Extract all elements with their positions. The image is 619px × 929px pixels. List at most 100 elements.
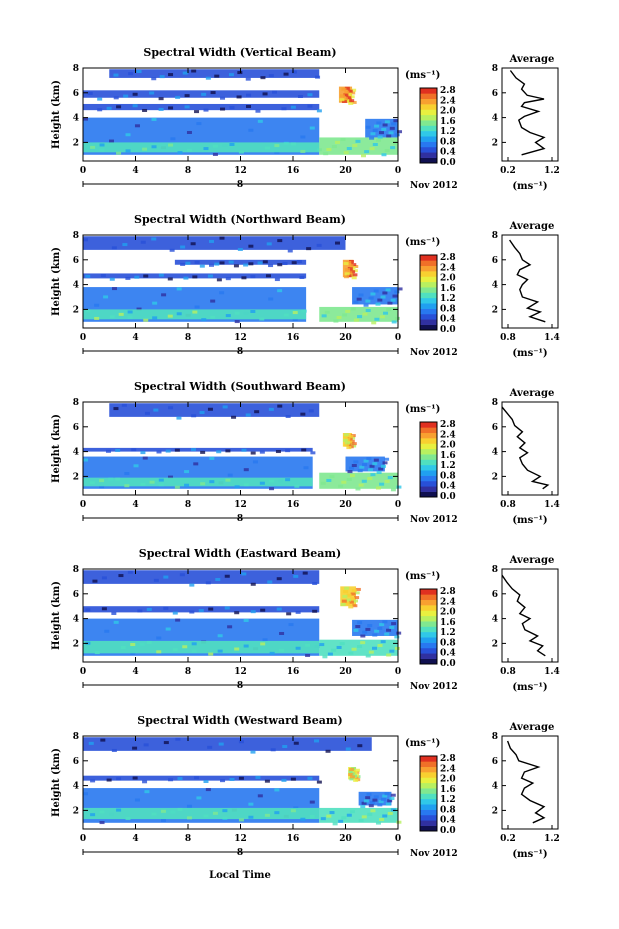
heat-cell	[365, 125, 371, 129]
heat-cell	[372, 142, 378, 146]
heat-cell	[345, 99, 351, 103]
heat-cell	[322, 655, 328, 659]
heat-layer-1	[83, 477, 313, 487]
x-tick-label: 0	[395, 333, 401, 343]
heat-cell	[124, 472, 130, 476]
heat-cell	[344, 86, 350, 90]
avg-x-label: (ms⁻¹)	[512, 348, 547, 359]
cbar-swatch	[420, 594, 437, 601]
heat-cell	[246, 105, 252, 109]
heat-cell	[132, 776, 138, 780]
heat-cell	[241, 572, 247, 576]
heat-cell	[327, 652, 333, 656]
heat-cell	[259, 481, 265, 485]
heat-cell	[360, 154, 366, 158]
heat-cell	[277, 289, 283, 293]
cbar-tick-label: 1.2	[440, 461, 456, 471]
heat-cell	[250, 750, 256, 754]
heat-cell	[92, 579, 98, 583]
heat-cell	[255, 109, 261, 113]
heat-cell	[215, 578, 221, 582]
heat-cell	[274, 788, 280, 792]
heat-cell	[282, 745, 288, 749]
x-tick-label: 8	[185, 834, 191, 844]
cbar-swatch	[420, 276, 437, 283]
heat-cell	[260, 642, 266, 646]
heat-cell	[357, 469, 363, 473]
avg-frame	[501, 568, 559, 663]
heat-cell	[384, 120, 390, 124]
heat-cell	[176, 287, 182, 291]
heat-cell	[168, 143, 174, 147]
heat-cell	[369, 464, 375, 468]
heat-cell	[306, 247, 312, 251]
cbar-unit: (ms⁻¹)	[405, 404, 440, 415]
heat-cell	[140, 482, 146, 486]
cbar-tick-label: 0.8	[440, 638, 456, 648]
cbar-swatch	[420, 766, 437, 773]
cbar-swatch	[420, 777, 437, 784]
heat-cell	[264, 146, 270, 150]
heat-cell	[97, 108, 103, 112]
heat-cell	[358, 483, 364, 487]
heat-cell	[338, 819, 344, 823]
heat-cell	[250, 582, 256, 586]
heat-cell	[191, 69, 197, 73]
heat-cell	[343, 262, 349, 266]
x-tick-label: 12	[234, 500, 247, 510]
cbar-swatch	[420, 605, 437, 611]
heat-cell	[300, 149, 306, 153]
x-tick-label: 20	[339, 667, 352, 677]
heat-cell	[329, 811, 335, 815]
heat-cell	[353, 460, 359, 464]
heat-cell	[352, 273, 358, 277]
heat-cell	[355, 624, 361, 628]
heat-cell	[233, 264, 239, 268]
heat-cell	[300, 135, 306, 139]
heat-cell	[366, 457, 372, 461]
heat-cell	[90, 779, 96, 783]
cbar-swatch	[420, 303, 437, 309]
heat-cell	[391, 622, 397, 626]
cbar-swatch	[420, 88, 437, 94]
cbar-swatch	[420, 459, 437, 466]
heat-cell	[209, 456, 215, 460]
heat-cell	[238, 776, 244, 780]
heat-cell	[360, 634, 366, 638]
heat-cell	[276, 577, 282, 581]
heat-cell	[108, 139, 114, 143]
heat-cell	[192, 310, 198, 314]
heat-cell	[373, 795, 379, 799]
heat-cell	[354, 596, 360, 600]
heat-cell	[358, 818, 364, 822]
cbar-tick-label: 0.4	[440, 148, 456, 158]
heat-cell	[270, 748, 276, 752]
heat-cell	[212, 144, 218, 148]
heat-cell	[238, 150, 244, 154]
heat-cell	[229, 106, 235, 110]
heat-cell	[184, 105, 190, 109]
x-tick-label: 16	[287, 333, 300, 343]
heat-cell	[168, 106, 174, 110]
heat-cell	[161, 293, 167, 297]
heat-cell	[345, 747, 351, 751]
heat-cell	[386, 653, 392, 657]
x-tick-label: 8	[185, 333, 191, 343]
x-tick-label: 0	[80, 667, 86, 677]
heat-cell	[390, 146, 396, 150]
avg-y-tick-label: 6	[492, 256, 498, 266]
heat-cell	[203, 108, 209, 112]
heat-cell	[380, 797, 386, 801]
y-tick-label: 4	[73, 615, 79, 625]
cbar-swatch	[420, 653, 437, 659]
y-tick-label: 8	[73, 398, 79, 408]
heat-cell	[357, 315, 363, 319]
cbar-swatch	[420, 626, 437, 633]
heat-cell	[216, 278, 222, 282]
heat-cell	[283, 72, 289, 76]
cbar-tick-label: 1.2	[440, 795, 456, 805]
heat-cell	[376, 121, 382, 125]
heat-cell	[184, 470, 190, 474]
heat-cell	[99, 143, 105, 147]
heat-cell	[320, 481, 326, 485]
